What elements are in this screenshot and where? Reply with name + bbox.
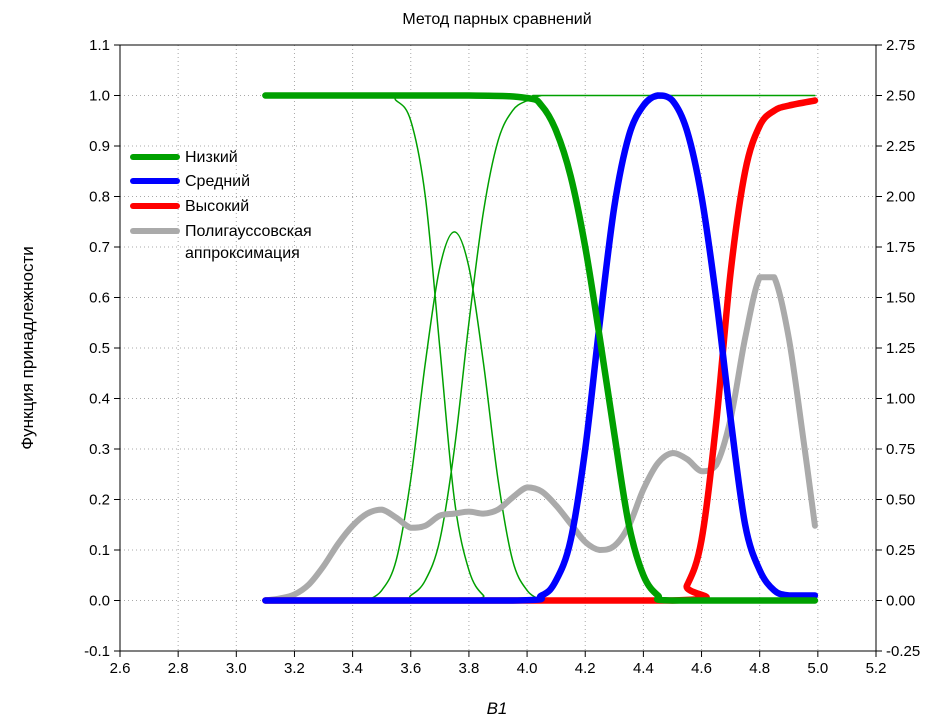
y2-tick-label: 1.50 [886,290,915,307]
x-tick-label: 5.2 [866,660,887,677]
x-tick-label: 5.0 [807,660,828,677]
x-tick-label: 3.2 [284,660,305,677]
series-line-3 [262,97,819,604]
y2-tick-label: 2.25 [886,138,915,155]
y2-tick-label: 1.75 [886,239,915,256]
legend-label: Полигауссовская [185,223,312,240]
y-tick-label: 0.3 [89,441,110,458]
y2-tick-label: 2.00 [886,189,915,206]
y-tick-label: 0.4 [89,391,110,408]
grid [120,45,876,651]
x-axis-title: B1 [487,699,508,718]
series-layer [262,92,819,604]
plot-frame [119,44,877,652]
series-line-4 [262,274,818,604]
x-tick-label: 4.6 [691,660,712,677]
y2-tick-label: 1.25 [886,340,915,357]
y-tick-label: 0.0 [89,593,110,610]
series-line-6 [366,231,543,602]
legend-label: Высокий [185,198,249,215]
y-tick-label: 0.5 [89,340,110,357]
y2-tick-label: 0.00 [886,593,915,610]
y2-tick-label: 0.50 [886,492,915,509]
y-tick-label: 0.9 [89,138,110,155]
y-tick-label: 0.2 [89,492,110,509]
x-tick-label: 4.4 [633,660,654,677]
x-tick-label: 2.6 [110,660,131,677]
y-axis-title: Функция принадлежности [18,246,37,450]
y-axis-left: -0.1 0.0 0.1 0.2 0.3 0.4 0.5 0.6 0.7 0.8 0.9 1.0 1.1 [84,37,120,660]
y-tick-label: 0.7 [89,239,110,256]
y2-tick-label: 0.25 [886,542,915,559]
y-tick-label: 0.1 [89,542,110,559]
y-tick-label: 1.0 [89,88,110,105]
x-tick-label: 3.8 [458,660,479,677]
legend-label: Средний [185,173,250,190]
legend-label-line2: аппроксимация [185,245,300,262]
y2-tick-label: -0.25 [886,643,920,660]
x-tick-label: 2.8 [168,660,189,677]
y2-tick-label: 1.00 [886,391,915,408]
x-tick-label: 4.2 [575,660,596,677]
series-line-7 [264,94,816,602]
legend-label: Низкий [185,149,238,166]
y2-tick-label: 2.50 [886,88,915,105]
y2-tick-label: 0.75 [886,441,915,458]
x-tick-label: 3.4 [342,660,363,677]
y2-tick-label: 2.75 [886,37,915,54]
x-tick-label: 4.8 [749,660,770,677]
y-tick-label: 0.6 [89,290,110,307]
y-axis-right: -0.25 0.00 0.25 0.50 0.75 1.00 1.25 1.50 1.75 2.0… [876,37,920,660]
y-tick-label: -0.1 [84,643,110,660]
x-tick-label: 4.0 [517,660,538,677]
x-tick-label: 3.6 [400,660,421,677]
series-line-2 [262,92,819,604]
y-tick-label: 0.8 [89,189,110,206]
y-tick-label: 1.1 [89,37,110,54]
series-line-1 [262,92,819,604]
x-tick-label: 3.0 [226,660,247,677]
x-axis: 2.6 2.8 3.0 3.2 3.4 3.6 3.8 4.0 4.2 4.4 4.6 4.8 5.0 5… [110,651,887,677]
legend: Низкий Средний Высокий Полигауссовская аппро… [130,149,312,262]
chart-title: Метод парных сравнений [402,11,591,28]
